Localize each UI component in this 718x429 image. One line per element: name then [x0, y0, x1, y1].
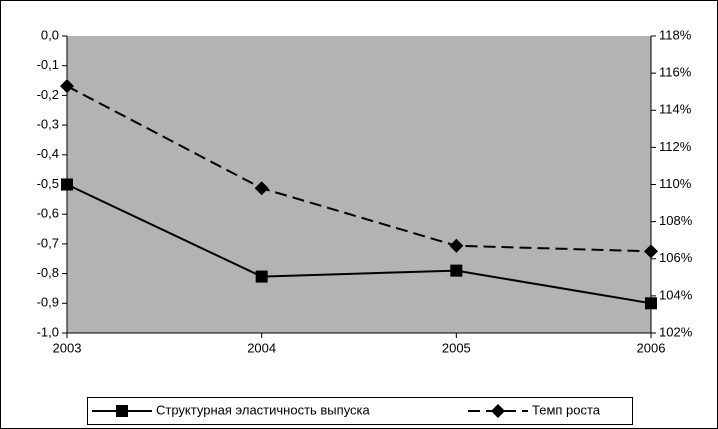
x-tick-label: 2005: [442, 340, 471, 355]
legend-label: Структурная эластичность выпуска: [156, 402, 371, 417]
y-tick-label: -0,5: [37, 176, 59, 191]
legend-marker: [116, 405, 128, 417]
data-point: [450, 264, 463, 277]
x-tick-label: 2006: [637, 340, 666, 355]
legend-box: [87, 397, 633, 425]
y-tick-label: -0,3: [37, 117, 59, 132]
y-tick-label: 0,0: [41, 27, 59, 42]
y2-tick-label: 110%: [659, 176, 692, 191]
y2-tick-label: 104%: [659, 287, 693, 302]
y-tick-label: -0,9: [37, 295, 59, 310]
y2-tick-label: 102%: [659, 324, 693, 339]
series-line: [66, 183, 652, 305]
y2-tick-label: 106%: [659, 250, 693, 265]
y-tick-label: -0,2: [37, 87, 59, 102]
legend-label: Темп роста: [532, 402, 601, 417]
data-point: [254, 181, 269, 196]
y-tick-label: -0,8: [37, 265, 59, 280]
x-tick-label: 2004: [247, 340, 276, 355]
y-tick-label: -0,7: [37, 235, 59, 250]
y-tick-label: -1,0: [37, 324, 59, 339]
y2-tick-label: 118%: [659, 27, 692, 42]
y2-tick-label: 112%: [659, 139, 692, 154]
x-tick-label: 2003: [53, 340, 82, 355]
y-tick-label: -0,1: [37, 57, 59, 72]
legend-marker: [491, 404, 505, 418]
plot-area: [67, 36, 651, 333]
y2-tick-label: 114%: [659, 102, 692, 117]
y-tick-label: -0,4: [37, 146, 59, 161]
data-point: [61, 178, 73, 191]
y2-tick-label: 108%: [659, 213, 693, 228]
series-line: [66, 85, 652, 253]
data-point: [449, 238, 464, 253]
data-point: [60, 79, 74, 94]
data-point: [644, 244, 658, 259]
y-tick-label: -0,6: [37, 206, 59, 221]
data-point: [255, 270, 268, 283]
y2-tick-label: 116%: [659, 65, 692, 80]
data-point: [645, 297, 657, 310]
